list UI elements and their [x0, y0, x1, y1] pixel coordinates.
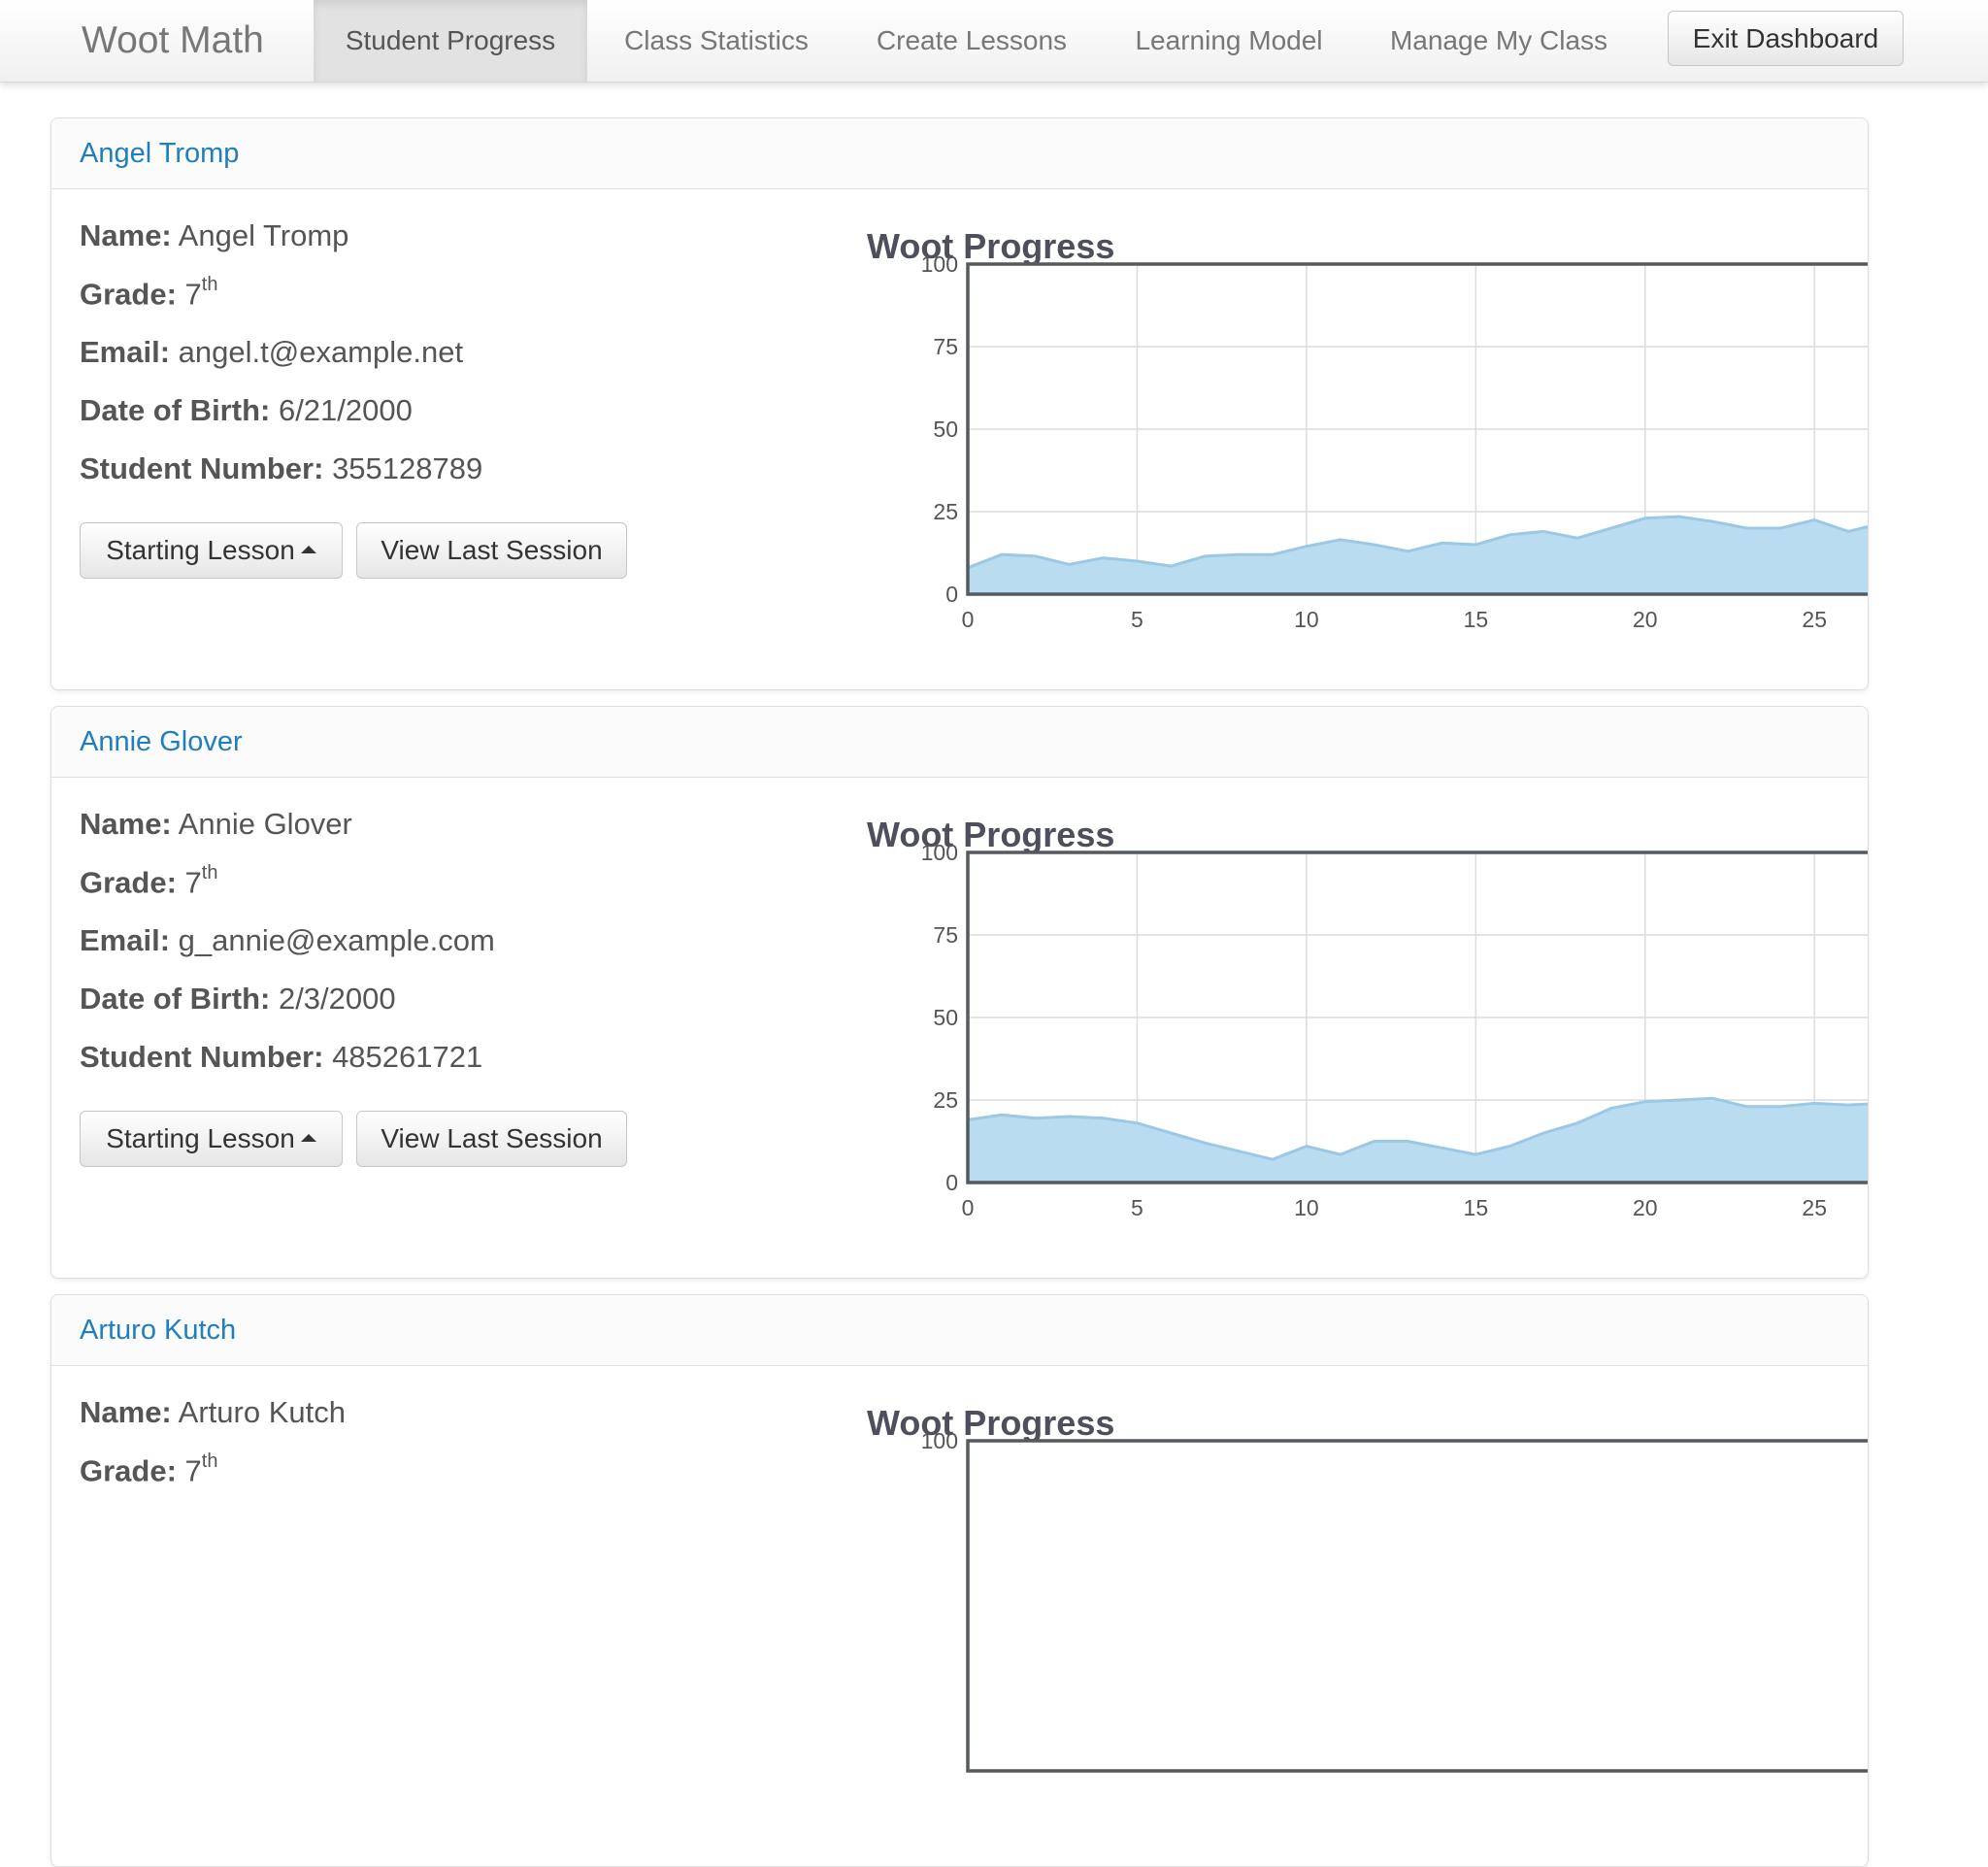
x-tick-label: 25: [1802, 607, 1827, 632]
top-navbar: Woot Math Student Progress Class Statist…: [0, 0, 1988, 83]
student-panel: Annie Glover Name: Annie Glover Grade: 7…: [50, 706, 1869, 1279]
grade-row: Grade: 7th: [80, 865, 217, 900]
name-label: Name:: [80, 807, 172, 841]
grade-row: Grade: 7th: [80, 1453, 217, 1488]
tab-learning-model[interactable]: Learning Model: [1105, 0, 1353, 82]
grade-suffix: th: [202, 1450, 218, 1472]
dob-row: Date of Birth: 6/21/2000: [80, 393, 413, 428]
caret-up-icon: [301, 1134, 316, 1142]
y-tick-label: 25: [933, 1087, 958, 1113]
y-tick-label: 0: [945, 1170, 958, 1195]
tab-manage-my-class[interactable]: Manage My Class: [1365, 0, 1633, 82]
x-tick-label: 5: [1131, 607, 1143, 632]
x-tick-label: 10: [1294, 607, 1319, 632]
panel-heading: Annie Glover: [51, 707, 1868, 778]
grade-suffix: th: [202, 862, 218, 883]
tab-create-lessons[interactable]: Create Lessons: [850, 0, 1093, 82]
grade-value: 7: [185, 1453, 202, 1487]
woot-progress-chart: 0 25 50 75 100 0 5 10 15 20 25: [857, 833, 1869, 1221]
x-tick-label: 10: [1294, 1195, 1319, 1220]
email-label: Email:: [80, 923, 170, 957]
name-row: Name: Angel Tromp: [80, 218, 348, 253]
grade-value: 7: [185, 865, 202, 899]
plot-frame: [968, 1441, 1869, 1771]
student-panel: Angel Tromp Name: Angel Tromp Grade: 7th…: [50, 117, 1869, 690]
y-tick-label: 25: [933, 499, 958, 524]
grade-row: Grade: 7th: [80, 277, 217, 312]
email-row: Email: angel.t@example.net: [80, 335, 463, 370]
x-tick-label: 20: [1633, 607, 1658, 632]
tab-student-progress[interactable]: Student Progress: [314, 0, 587, 82]
email-value: angel.t@example.net: [179, 335, 463, 369]
name-value: Angel Tromp: [179, 218, 349, 252]
dob-label: Date of Birth:: [80, 393, 270, 427]
name-value: Arturo Kutch: [179, 1395, 346, 1429]
brand-logo[interactable]: Woot Math: [82, 0, 264, 82]
y-tick-label: 100: [921, 1428, 958, 1453]
woot-progress-chart: 0 25 50 75 100 0 5 10 15 20 25: [857, 245, 1869, 633]
student-panel: Arturo Kutch Name: Arturo Kutch Grade: 7…: [50, 1294, 1869, 1867]
view-last-session-button[interactable]: View Last Session: [356, 1111, 627, 1167]
y-tick-label: 75: [933, 922, 958, 948]
woot-progress-chart: 100: [857, 1421, 1869, 1810]
y-tick-label: 0: [945, 582, 958, 607]
panel-heading: Arturo Kutch: [51, 1295, 1868, 1366]
y-tick-label: 50: [933, 1005, 958, 1030]
x-tick-label: 0: [962, 1195, 975, 1220]
student-number-value: 485261721: [332, 1040, 482, 1074]
y-tick-label: 50: [933, 417, 958, 442]
student-number-row: Student Number: 485261721: [80, 1040, 482, 1075]
student-name-link[interactable]: Annie Glover: [80, 726, 243, 757]
student-number-label: Student Number:: [80, 451, 323, 485]
view-last-session-button[interactable]: View Last Session: [356, 522, 627, 579]
student-name-link[interactable]: Arturo Kutch: [80, 1315, 236, 1346]
starting-lesson-label: Starting Lesson: [106, 535, 295, 565]
grade-label: Grade:: [80, 1453, 177, 1487]
tab-class-statistics[interactable]: Class Statistics: [594, 0, 839, 82]
starting-lesson-button[interactable]: Starting Lesson: [80, 1111, 343, 1167]
y-tick-label: 100: [921, 251, 958, 277]
progress-area: [968, 517, 1869, 594]
grade-label: Grade:: [80, 865, 177, 899]
y-tick-label: 100: [921, 840, 958, 865]
exit-dashboard-button[interactable]: Exit Dashboard: [1668, 11, 1904, 66]
x-tick-label: 15: [1464, 607, 1489, 632]
dob-label: Date of Birth:: [80, 982, 270, 1016]
progress-area: [968, 1098, 1869, 1183]
name-label: Name:: [80, 1395, 172, 1429]
email-label: Email:: [80, 335, 170, 369]
dob-row: Date of Birth: 2/3/2000: [80, 982, 396, 1017]
grade-suffix: th: [202, 274, 218, 295]
x-tick-label: 25: [1802, 1195, 1827, 1220]
y-tick-label: 75: [933, 334, 958, 359]
x-tick-label: 0: [962, 607, 975, 632]
name-row: Name: Arturo Kutch: [80, 1395, 346, 1430]
x-tick-label: 5: [1131, 1195, 1143, 1220]
email-row: Email: g_annie@example.com: [80, 923, 495, 958]
grade-label: Grade:: [80, 277, 177, 311]
student-number-row: Student Number: 355128789: [80, 451, 482, 486]
starting-lesson-button[interactable]: Starting Lesson: [80, 522, 343, 579]
student-number-label: Student Number:: [80, 1040, 323, 1074]
student-name-link[interactable]: Angel Tromp: [80, 138, 239, 169]
name-row: Name: Annie Glover: [80, 807, 352, 842]
caret-up-icon: [301, 546, 316, 553]
name-label: Name:: [80, 218, 172, 252]
dob-value: 6/21/2000: [279, 393, 413, 427]
x-tick-label: 15: [1464, 1195, 1489, 1220]
email-value: g_annie@example.com: [179, 923, 495, 957]
student-number-value: 355128789: [332, 451, 482, 485]
panel-heading: Angel Tromp: [51, 118, 1868, 189]
x-tick-label: 20: [1633, 1195, 1658, 1220]
starting-lesson-label: Starting Lesson: [106, 1123, 295, 1153]
name-value: Annie Glover: [179, 807, 352, 841]
dob-value: 2/3/2000: [279, 982, 396, 1016]
grade-value: 7: [185, 277, 202, 311]
